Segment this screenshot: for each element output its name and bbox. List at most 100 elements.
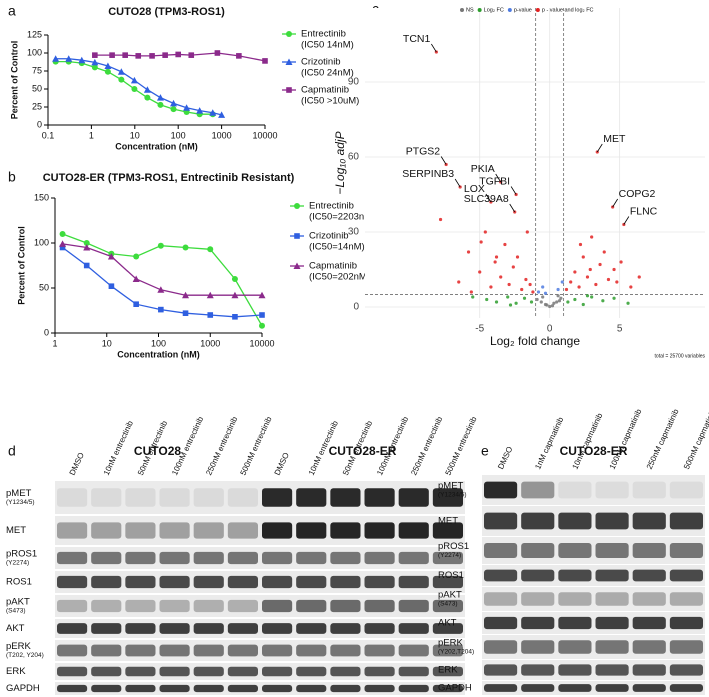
blot-band <box>193 684 224 693</box>
point <box>545 303 549 307</box>
point <box>478 270 482 274</box>
blot-band <box>398 644 429 657</box>
point <box>548 304 552 309</box>
marker <box>149 53 155 59</box>
blot-band <box>57 522 88 539</box>
blot-band <box>227 599 258 613</box>
blot-band <box>521 616 555 630</box>
point <box>438 217 443 222</box>
blot-band <box>193 488 224 507</box>
point <box>569 280 573 284</box>
x-tick-label: 100 <box>171 130 186 140</box>
blot-band <box>432 575 463 589</box>
annotation-leader <box>510 186 517 195</box>
legend-label: Crizotinib <box>309 231 349 242</box>
blot-band <box>57 551 88 565</box>
marker <box>170 99 178 107</box>
marker <box>182 310 189 316</box>
row-label: pROS1 <box>6 549 37 560</box>
x-axis-label: Concentration (nM) <box>115 141 198 151</box>
blot-band <box>125 488 156 507</box>
marker <box>59 244 66 251</box>
y-tick-label: 30 <box>348 227 360 238</box>
marker <box>52 55 60 62</box>
blot-band <box>193 575 224 589</box>
y-tick-label: 0 <box>37 119 42 129</box>
annotation: LOX <box>464 183 485 195</box>
marker <box>122 52 128 58</box>
blot-band <box>484 481 518 499</box>
annotation-leader <box>612 198 618 208</box>
blot-band <box>484 640 518 654</box>
row-sublabel: (S473) <box>6 608 26 615</box>
point <box>511 265 515 269</box>
lane-label: 250nM entrectinib <box>409 415 444 477</box>
legend-marker <box>535 8 540 12</box>
blot-band <box>364 599 395 613</box>
marker <box>236 53 242 59</box>
blot-band <box>484 616 518 630</box>
marker <box>118 76 125 83</box>
x-tick-label: 5 <box>617 324 623 335</box>
marker <box>188 52 195 58</box>
marker <box>262 58 268 64</box>
blot-band <box>364 684 395 693</box>
row-label: pROS1 <box>438 541 469 552</box>
blot-band <box>159 684 190 693</box>
point <box>528 282 532 287</box>
marker <box>170 106 177 113</box>
marker <box>175 51 181 58</box>
row-label: ERK <box>438 665 458 676</box>
row-sublabel: (Y2274) <box>438 552 461 559</box>
blot-strip <box>55 640 465 661</box>
point <box>469 290 473 294</box>
blot-band <box>125 575 156 589</box>
blot-band <box>484 569 518 582</box>
marker <box>104 62 112 69</box>
blot-band <box>669 684 703 692</box>
point <box>612 267 616 272</box>
chart-title: CUTO28 (TPM3-ROS1) <box>108 6 225 18</box>
point <box>573 297 577 302</box>
row-label: pAKT <box>6 597 30 608</box>
point <box>466 250 471 254</box>
point <box>541 295 545 299</box>
point <box>493 260 497 264</box>
marker <box>104 68 111 75</box>
blot-band <box>632 481 666 499</box>
annotation-leader <box>440 156 447 165</box>
blot-band <box>227 575 258 589</box>
point <box>525 230 529 234</box>
blot-band <box>330 666 361 677</box>
point <box>494 300 499 304</box>
marker <box>196 107 204 114</box>
point <box>555 300 559 304</box>
x-tick-label: 1000 <box>212 130 232 140</box>
marker <box>91 58 99 66</box>
blot-band <box>432 684 463 693</box>
blot-band <box>193 644 224 657</box>
marker <box>182 244 189 251</box>
marker <box>143 86 151 93</box>
point <box>606 277 611 282</box>
blot-band <box>484 664 518 676</box>
point <box>543 291 548 295</box>
blot-band <box>432 551 463 565</box>
blot-band <box>669 640 703 654</box>
blot-band <box>632 616 666 630</box>
blot-band <box>558 569 592 582</box>
blot-band <box>632 592 666 606</box>
blot-band <box>57 623 88 634</box>
y-axis-label: Percent of Control <box>9 41 19 120</box>
blot-strip <box>55 547 465 569</box>
marker <box>207 312 214 318</box>
row-label: GAPDH <box>438 683 472 694</box>
row-label: GAPDH <box>6 683 40 694</box>
point <box>594 282 598 287</box>
blot-band <box>432 666 463 677</box>
blot-band <box>558 512 592 530</box>
point <box>531 290 535 294</box>
marker <box>157 242 164 249</box>
blot-strip <box>482 475 705 505</box>
blot-band <box>262 666 293 677</box>
